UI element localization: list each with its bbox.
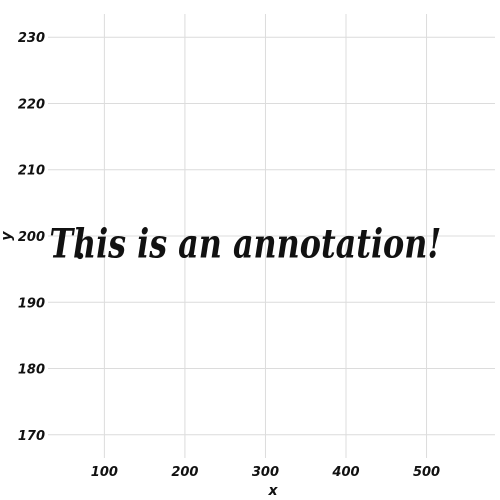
- y-tick-label: 180: [18, 363, 45, 378]
- grid: [48, 14, 495, 458]
- annotation-text: This is an annotation!: [49, 221, 441, 268]
- tick-labels: 100 200 300 400 500 170 180 190 200 210 220 230: [18, 31, 440, 480]
- y-tick-label: 210: [18, 164, 45, 179]
- x-tick-label: 400: [331, 465, 359, 480]
- data-points: [76, 252, 84, 260]
- y-tick-label: 230: [18, 31, 45, 46]
- y-tick-label: 220: [18, 97, 45, 112]
- y-tick-label: 170: [18, 429, 45, 444]
- x-axis-title: x: [267, 483, 278, 499]
- y-axis-title: y: [0, 231, 15, 241]
- y-tick-label: 200: [18, 230, 45, 245]
- annotations: This is an annotation!: [49, 221, 441, 268]
- x-tick-label: 100: [91, 465, 118, 480]
- data-point: [76, 252, 84, 260]
- x-tick-label: 300: [252, 465, 279, 480]
- x-tick-label: 500: [413, 465, 440, 480]
- x-tick-label: 200: [171, 465, 198, 480]
- y-tick-label: 190: [18, 296, 45, 311]
